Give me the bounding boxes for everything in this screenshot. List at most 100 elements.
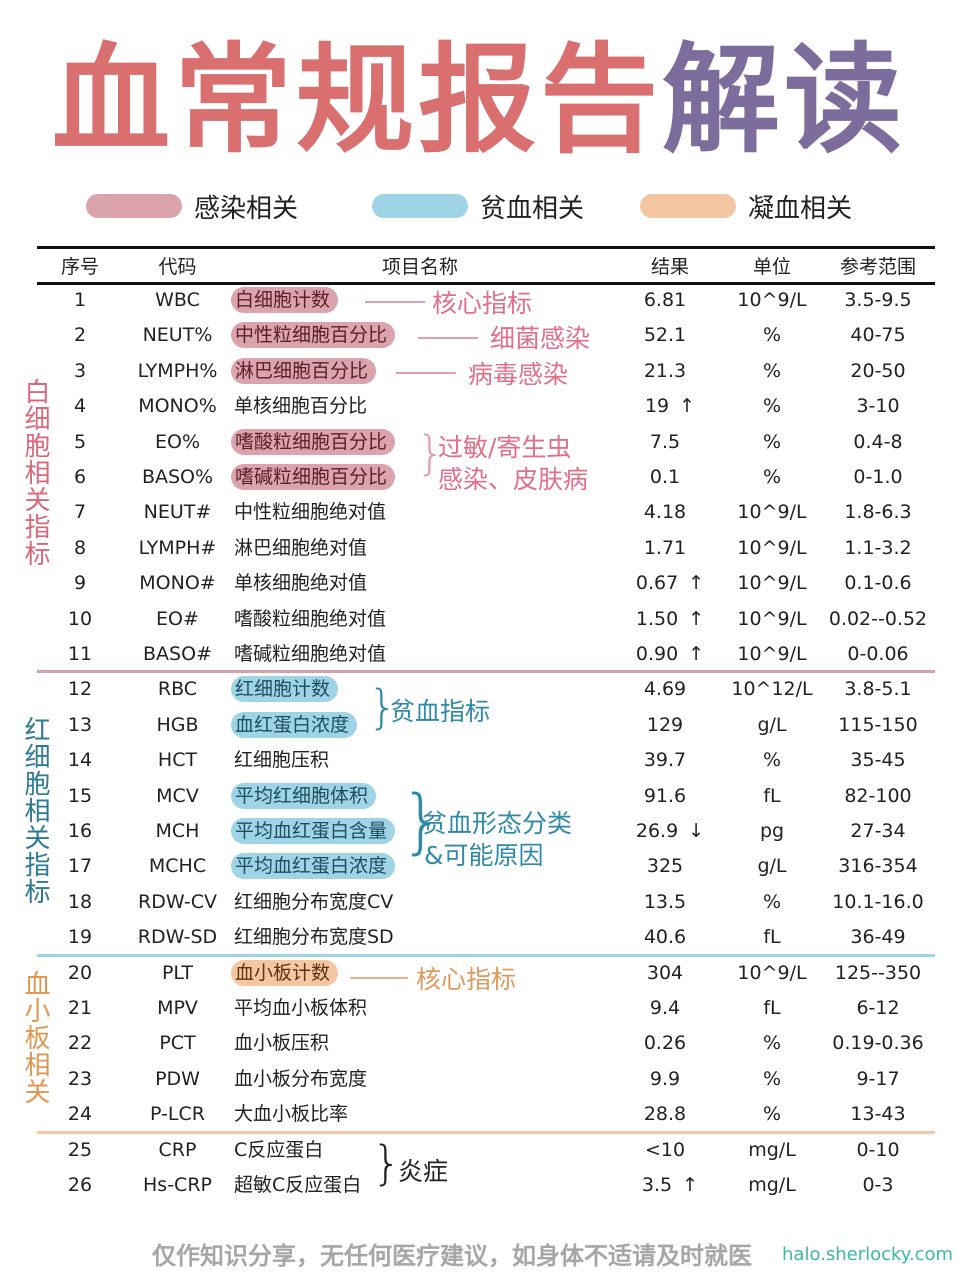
row-unit: 10^9/L (737, 536, 807, 559)
table-row: 16 MCH 平均血红蛋白含量 26.9 ↓ pg 27-34 (0, 814, 958, 849)
row-code: RDW-SD (137, 926, 218, 949)
row-ref: 0-10 (856, 1138, 900, 1161)
row-name: 血小板计数 (231, 956, 339, 991)
row-name: 红细胞分布宽度SD (234, 920, 394, 955)
highlight-pill: 白细胞计数 (231, 287, 339, 313)
row-code: LYMPH# (138, 536, 217, 559)
result-value: 0.90 (635, 643, 679, 665)
row-name: 血小板分布宽度 (234, 1062, 367, 1097)
row-ref: 0-1.0 (853, 466, 903, 488)
result-value: 325 (646, 855, 684, 878)
flag-arrow-icon: ↑ (688, 643, 705, 665)
row-name-text: 平均血小板体积 (234, 997, 368, 1019)
result-value: 129 (646, 713, 684, 736)
result-value: 26.9 (635, 820, 679, 842)
row-code: HCT (157, 749, 198, 772)
header-result: 结果 (650, 256, 689, 278)
row-no: 4 (73, 395, 87, 418)
result-value: 6.81 (643, 289, 687, 311)
row-unit: % (762, 430, 782, 453)
highlight-pill: 平均红细胞体积 (231, 782, 377, 809)
row-no: 21 (67, 997, 93, 1019)
table-row: 20 PLT 血小板计数 304 10^9/L 125--350 (0, 956, 958, 991)
row-unit: % (762, 466, 782, 488)
flag-arrow-icon: ↑ (688, 572, 705, 595)
row-unit: g/L (757, 713, 787, 736)
legend-item-coagulation: 凝血相关 (640, 186, 852, 226)
row-ref: 0.4-8 (853, 430, 903, 453)
annotation-mcv-line1: 贫血形态分类 (422, 809, 573, 838)
row-result: 21.3 (625, 354, 715, 389)
row-unit: % (762, 324, 782, 347)
result-value: 19 (644, 395, 670, 418)
row-unit: % (762, 1032, 782, 1055)
row-result: 28.8 (625, 1097, 715, 1132)
row-code: BASO% (141, 466, 214, 488)
row-name: 红细胞压积 (234, 743, 329, 778)
row-name-text: 中性粒细胞绝对值 (234, 501, 387, 524)
highlight-pill: 嗜酸粒细胞百分比 (231, 428, 396, 455)
table-row: 21 MPV 平均血小板体积 9.4 fL 6-12 (0, 991, 958, 1026)
connector-line (418, 337, 478, 339)
row-unit: % (762, 890, 782, 913)
result-value: 1.50 (635, 607, 679, 630)
row-ref: 3.5-9.5 (844, 289, 912, 311)
row-name-text: 超敏C反应蛋白 (234, 1174, 362, 1196)
row-ref: 10.1-16.0 (832, 890, 924, 913)
row-code: MONO% (138, 395, 217, 418)
row-no: 10 (67, 607, 93, 630)
row-result: 129 (625, 708, 715, 743)
table-row: 17 MCHC 平均血红蛋白浓度 325 g/L 316-354 (0, 849, 958, 884)
row-result: 52.1 (625, 318, 715, 353)
table-row: 4 MONO% 单核细胞百分比 19 ↑% 3-10 (0, 389, 958, 424)
section-label-text: 红细胞相关指标 (20, 716, 50, 905)
row-ref: 0.19-0.36 (832, 1032, 924, 1055)
row-result: 304 (625, 956, 715, 991)
section-label-wbc: 白细胞相关指标 (20, 378, 50, 567)
row-ref: 20-50 (850, 359, 906, 382)
annotation-eo-line1: 过敏/寄生虫 (438, 433, 572, 462)
row-name-text: C反应蛋白 (234, 1138, 324, 1161)
result-value: 0.1 (649, 466, 681, 488)
row-name-text: 红细胞分布宽度SD (234, 926, 394, 949)
row-result: 6.81 (625, 283, 715, 318)
table-row: 18 RDW-CV 红细胞分布宽度CV 13.5% 10.1-16.0 (0, 885, 958, 920)
table-row: 14 HCT 红细胞压积 39.7% 35-45 (0, 743, 958, 778)
row-ref: 316-354 (838, 855, 918, 878)
table-row: 5 EO% 嗜酸粒细胞百分比 7.5% 0.4-8 (0, 425, 958, 460)
row-result: 0.67 ↑ (625, 566, 715, 601)
row-unit: mg/L (748, 1174, 796, 1196)
row-name: 平均红细胞体积 (231, 779, 377, 814)
row-name: C反应蛋白 (234, 1133, 323, 1168)
row-name-text: 红细胞压积 (234, 749, 330, 772)
result-value: 4.69 (643, 678, 687, 701)
row-code: CRP (158, 1138, 197, 1161)
row-name-text: 嗜碱粒细胞绝对值 (234, 643, 387, 665)
row-no: 12 (67, 678, 93, 701)
table-row: 12 RBC 红细胞计数 4.69 10^12/L 3.8-5.1 (0, 672, 958, 707)
table-row: 26 Hs-CRP 超敏C反应蛋白 3.5 ↑ mg/L 0-3 (0, 1168, 958, 1203)
row-no: 22 (67, 1032, 93, 1055)
row-no: 24 (67, 1103, 93, 1126)
row-name: 平均血小板体积 (234, 991, 367, 1026)
row-code: WBC (155, 289, 200, 311)
highlight-pill: 嗜碱粒细胞百分比 (231, 464, 396, 490)
annotation-crp: 炎症 (398, 1157, 449, 1186)
row-name: 中性粒细胞百分比 (231, 318, 396, 353)
row-name: 嗜碱粒细胞绝对值 (234, 637, 386, 672)
brace-icon: } (368, 680, 398, 734)
result-value: 304 (646, 961, 684, 984)
row-result: 91.6 (625, 779, 715, 814)
section-divider-wbc (37, 670, 935, 673)
row-result: 9.4 (625, 991, 715, 1026)
row-no: 18 (67, 890, 93, 913)
table-row: 10 EO# 嗜酸粒细胞绝对值 1.50 ↑ 10^9/L 0.02--0.52 (0, 602, 958, 637)
table-row: 2 NEUT% 中性粒细胞百分比 52.1% 40-75 (0, 318, 958, 353)
section-label-text: 血小板相关 (20, 970, 50, 1105)
row-name-text: 单核细胞百分比 (234, 395, 368, 418)
section-divider-rbc (37, 954, 935, 957)
row-no: 17 (67, 855, 93, 878)
title-main: 血常规报告 (51, 31, 662, 169)
header-code: 代码 (158, 256, 197, 278)
annotation-neut: 细菌感染 (490, 324, 591, 353)
